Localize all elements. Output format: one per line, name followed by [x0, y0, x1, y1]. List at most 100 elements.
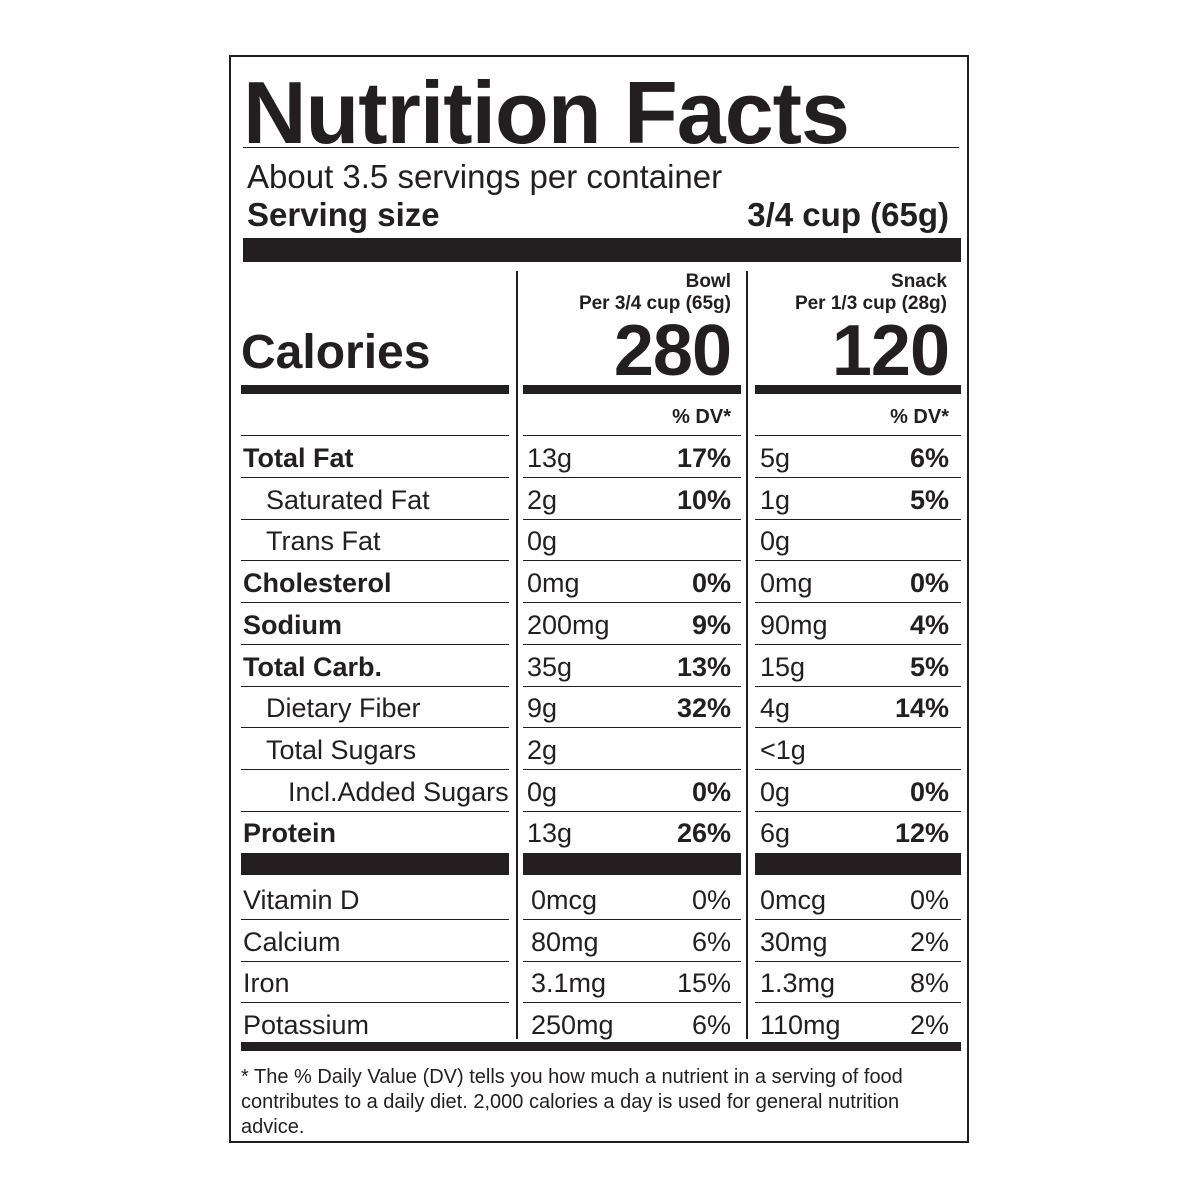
bowl-daily-value: 0% — [691, 568, 731, 599]
snack-daily-value: 5% — [909, 651, 949, 682]
vitamin-row: Calcium 80mg 6% 30mg 2% — [231, 921, 971, 962]
nutrient-name: Total Fat — [243, 443, 354, 473]
snack-amount: 0mg — [760, 568, 813, 599]
protein-bar-name — [241, 853, 509, 875]
row-divider — [755, 643, 961, 645]
nutrient-name: Trans Fat — [266, 526, 381, 557]
row-divider — [241, 643, 509, 645]
row-divider — [755, 560, 961, 562]
snack-amount: 30mg — [760, 926, 828, 957]
bowl-daily-value: 13% — [676, 651, 731, 682]
row-divider — [523, 810, 741, 812]
nutrition-facts-label: Nutrition Facts About 3.5 servings per c… — [229, 55, 969, 1143]
row-divider — [241, 602, 509, 604]
dv-footnote: * The % Daily Value (DV) tells you how m… — [241, 1066, 903, 1138]
snack-amount: 0mcg — [760, 885, 827, 915]
row-divider — [755, 518, 961, 520]
snack-column-name: Snack — [891, 271, 947, 292]
snack-amount: 0g — [760, 776, 791, 807]
row-divider — [523, 919, 741, 920]
row-divider — [241, 727, 509, 729]
label-title: Nutrition Facts — [243, 63, 850, 162]
vitamin-row: Iron 3.1mg 15% 1.3mg 8% — [231, 962, 971, 1004]
snack-daily-value: 5% — [909, 484, 949, 515]
vitamin-row: Vitamin D 0mcg 0% 0mcg 0% — [231, 879, 971, 920]
row-divider — [755, 768, 961, 770]
snack-daily-value: 14% — [894, 693, 949, 724]
row-divider — [241, 919, 509, 920]
nutrient-row: Cholesterol 0mg 0% 0mg 0% — [231, 562, 971, 604]
snack-daily-value: 12% — [894, 818, 949, 849]
calories-rule-name — [241, 385, 509, 394]
bowl-daily-value — [631, 729, 731, 770]
nutrient-name: Protein — [243, 818, 337, 849]
bowl-column-portion: Per 3/4 cup (65g) — [578, 293, 731, 314]
dv-header-rule-snack — [755, 435, 961, 436]
bowl-daily-value: 0% — [691, 776, 731, 807]
row-divider — [755, 960, 961, 962]
bowl-amount: 13g — [527, 443, 573, 473]
calories-rule-snack — [755, 385, 961, 394]
nutrient-name: Incl.Added Sugars — [288, 776, 509, 807]
footnote-rule — [241, 1042, 961, 1051]
nutrient-name: Iron — [243, 968, 290, 999]
snack-amount: 4g — [760, 693, 791, 724]
nutrient-row: Saturated Fat 2g 10% 1g 5% — [231, 479, 971, 520]
row-divider — [523, 477, 741, 478]
bowl-daily-value: 6% — [691, 926, 731, 957]
snack-amount: 0g — [760, 526, 791, 557]
serving-size-bar — [243, 238, 961, 262]
row-divider — [755, 1002, 961, 1004]
nutrient-name: Total Sugars — [266, 734, 417, 765]
dv-header-rule-bowl — [523, 435, 741, 436]
snack-calories: 120 — [831, 311, 950, 391]
row-divider — [755, 919, 961, 920]
row-divider — [241, 960, 509, 962]
bowl-amount: 9g — [527, 693, 558, 724]
snack-amount: 110mg — [760, 1010, 841, 1041]
nutrient-name: Total Carb. — [243, 651, 383, 682]
snack-daily-value — [851, 729, 949, 770]
bowl-daily-value — [631, 520, 731, 561]
title-divider — [243, 147, 959, 148]
row-divider — [523, 727, 741, 729]
bowl-daily-value: 9% — [691, 609, 731, 640]
column-divider-bowl — [516, 271, 518, 1039]
calories-label: Calories — [241, 326, 431, 379]
dv-header-rule-name — [241, 435, 509, 436]
row-divider — [241, 518, 509, 520]
row-divider — [241, 560, 509, 562]
servings-per-container: About 3.5 servings per container — [247, 158, 723, 195]
row-divider — [755, 810, 961, 812]
nutrient-name: Vitamin D — [243, 885, 360, 915]
bowl-amount: 0mg — [527, 568, 580, 599]
serving-size-value: 3/4 cup (65g) — [747, 196, 949, 233]
snack-amount: 15g — [760, 651, 806, 682]
column-divider-snack — [746, 271, 748, 1039]
snack-amount: 6g — [760, 818, 791, 849]
snack-daily-value — [851, 520, 949, 561]
nutrient-name: Cholesterol — [243, 568, 392, 599]
bowl-daily-value: 6% — [691, 1010, 731, 1041]
snack-amount: <1g — [760, 734, 806, 765]
bowl-amount: 2g — [527, 734, 558, 765]
bowl-daily-value: 26% — [676, 818, 731, 849]
snack-daily-value: 6% — [909, 443, 949, 473]
snack-amount: 1.3mg — [760, 968, 836, 999]
snack-daily-value: 0% — [909, 885, 949, 915]
bowl-daily-value: 10% — [676, 484, 731, 515]
nutrient-name: Dietary Fiber — [266, 693, 421, 724]
nutrient-row: Total Carb. 35g 13% 15g 5% — [231, 646, 971, 687]
row-divider — [755, 602, 961, 604]
row-divider — [523, 685, 741, 687]
snack-column-portion: Per 1/3 cup (28g) — [794, 293, 947, 314]
nutrient-row: Protein 13g 26% 6g 12% — [231, 812, 971, 853]
snack-amount: 90mg — [760, 609, 828, 640]
nutrient-name: Potassium — [243, 1010, 370, 1041]
row-divider — [241, 768, 509, 770]
snack-daily-value: 4% — [909, 609, 949, 640]
row-divider — [241, 810, 509, 812]
row-divider — [523, 768, 741, 770]
snack-daily-value: 2% — [909, 1010, 949, 1041]
protein-bar-bowl — [523, 853, 741, 875]
